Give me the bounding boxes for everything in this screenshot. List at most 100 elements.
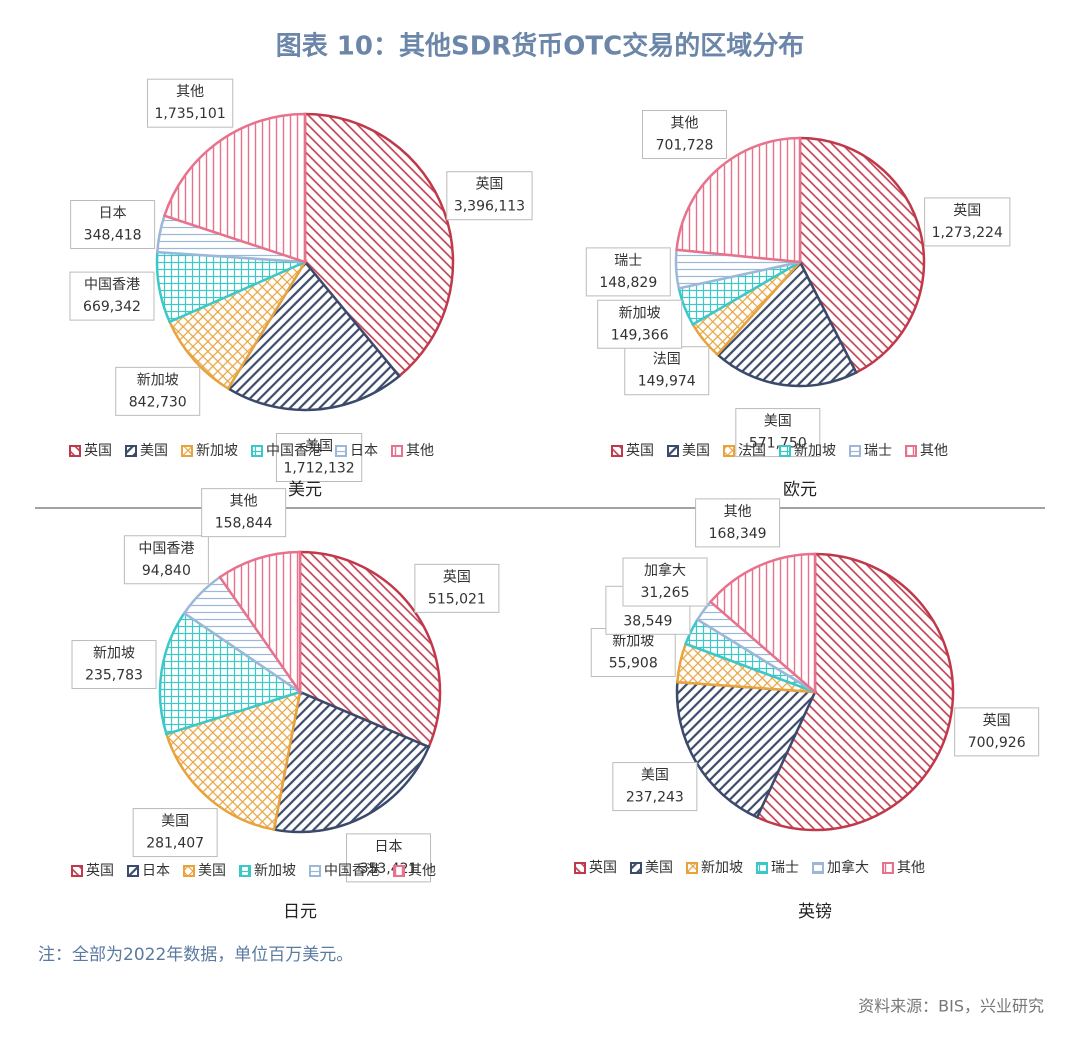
label-box <box>446 171 533 221</box>
label-box <box>735 408 821 458</box>
legend-marker <box>905 445 917 457</box>
legend-label: 其他 <box>406 443 434 459</box>
data-label: 3,396,113 <box>454 199 525 215</box>
pie-slice <box>272 690 431 834</box>
pie-slice <box>168 259 309 391</box>
legend-label: 新加坡 <box>701 860 743 876</box>
legend-label: 其他 <box>920 443 948 459</box>
legend-marker <box>574 862 586 874</box>
data-label-category: 美国 <box>305 438 333 454</box>
pie-slice <box>755 552 955 832</box>
pie-chart: 英国515,021日本353,421美国281,407新加坡235,783中国香… <box>71 488 500 883</box>
legend-marker <box>181 445 193 457</box>
data-label-category: 美国 <box>641 768 669 784</box>
data-label: 149,974 <box>638 374 696 390</box>
legend-label: 美国 <box>198 863 226 879</box>
legend-label: 瑞士 <box>771 860 799 876</box>
data-label-category: 美国 <box>764 414 792 430</box>
data-label: 94,840 <box>142 563 191 579</box>
legend-label: 中国香港 <box>266 443 322 459</box>
legend-marker <box>335 445 347 457</box>
data-label-category: 日本 <box>375 839 403 855</box>
legend-marker <box>779 445 791 457</box>
pie-slice <box>715 259 858 388</box>
legend-label: 瑞士 <box>864 443 892 459</box>
data-label: 31,265 <box>641 585 690 601</box>
legend-label: 新加坡 <box>254 863 296 879</box>
legend-marker <box>309 865 321 877</box>
legend-label: 美国 <box>682 443 710 459</box>
data-label: 148,829 <box>599 275 657 291</box>
label-box <box>642 110 728 160</box>
data-label: 1,712,132 <box>283 460 354 476</box>
label-box <box>115 366 201 416</box>
legend-label: 其他 <box>897 860 925 876</box>
pie-slice <box>708 552 817 695</box>
data-label-category: 英国 <box>983 712 1011 729</box>
legend-marker <box>611 445 623 457</box>
label-box <box>71 640 157 690</box>
data-label: 168,349 <box>709 526 767 542</box>
pie-slice <box>298 550 442 749</box>
label-box <box>414 563 500 613</box>
legend-label: 中国香港 <box>324 863 380 879</box>
pie-chart: 英国 3,396,113 美国 1,712,132 新加坡 842,730 中国香港 669,… <box>69 78 533 482</box>
pie-slice <box>303 112 455 378</box>
label-box <box>201 488 287 538</box>
legend-marker <box>756 862 768 874</box>
data-label: 700,926 <box>968 735 1026 751</box>
source: 资料来源：BIS，兴业研究 <box>858 997 1044 1016</box>
data-label: 149,366 <box>611 327 669 343</box>
legend-label: 加拿大 <box>827 859 869 876</box>
label-box <box>132 808 218 858</box>
legend-marker <box>882 862 894 874</box>
pie-chart: 英国1,273,224美国571,750法国149,974新加坡149,366瑞… <box>585 110 1011 458</box>
data-label-category: 其他 <box>671 116 699 132</box>
label-box <box>597 299 683 349</box>
data-label: 669,342 <box>83 299 141 315</box>
label-box <box>612 762 698 812</box>
data-label-category: 中国香港 <box>84 277 140 293</box>
data-label-category: 新加坡 <box>612 634 654 650</box>
legend-marker <box>69 445 81 457</box>
legend-label: 新加坡 <box>196 443 238 459</box>
label-box <box>275 432 363 482</box>
pie-slice <box>162 112 307 264</box>
legend-label: 英国 <box>86 862 114 879</box>
label-box <box>69 271 155 321</box>
data-label: 235,783 <box>85 668 143 684</box>
label-box <box>924 197 1011 247</box>
label-box <box>954 707 1040 757</box>
data-label-category: 英国 <box>475 176 503 193</box>
data-label-category: 英国 <box>953 202 981 219</box>
pie-slice <box>226 259 401 412</box>
data-label-category: 其他 <box>230 494 258 510</box>
label-box <box>123 535 209 585</box>
legend-label: 日本 <box>142 863 170 879</box>
legend-marker <box>393 865 405 877</box>
data-label-category: 新加坡 <box>619 305 661 321</box>
chart-title: 美元 <box>288 480 322 500</box>
data-label-category: 美国 <box>161 814 189 830</box>
data-label-category: 其他 <box>724 504 752 520</box>
legend-label: 新加坡 <box>794 443 836 459</box>
data-label-category: 新加坡 <box>137 372 179 388</box>
data-label: 1,273,224 <box>932 225 1003 241</box>
legend-marker <box>630 862 642 874</box>
data-label-category: 新加坡 <box>93 646 135 662</box>
legend-marker <box>667 445 679 457</box>
data-label-category: 其他 <box>176 84 204 100</box>
chart-title: 日元 <box>283 902 317 922</box>
data-label-category: 英国 <box>443 568 471 585</box>
legend-marker <box>849 445 861 457</box>
chart-title: 欧元 <box>783 480 817 500</box>
legend-label: 英国 <box>589 859 617 876</box>
label-box <box>346 833 432 883</box>
note: 注：全部为2022年数据，单位百万美元。 <box>38 945 353 965</box>
legend-marker <box>125 445 137 457</box>
legend-marker <box>251 445 263 457</box>
pie-chart: 英国700,926美国237,243新加坡55,908瑞士38,549加拿大31… <box>590 498 1040 832</box>
data-label: 571,750 <box>749 436 807 452</box>
data-label: 842,730 <box>129 394 187 410</box>
